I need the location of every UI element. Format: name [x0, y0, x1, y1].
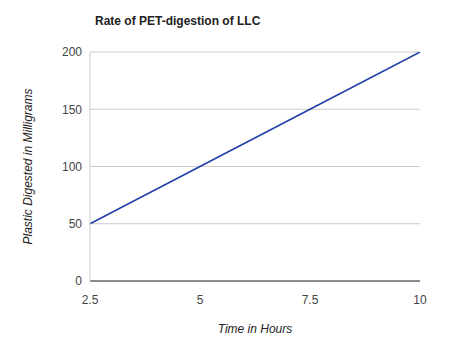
svg-text:0: 0 — [75, 274, 82, 288]
svg-text:150: 150 — [62, 103, 82, 117]
svg-text:2.5: 2.5 — [82, 293, 99, 307]
svg-text:10: 10 — [413, 293, 427, 307]
svg-text:5: 5 — [197, 293, 204, 307]
html-text:Rate of PET-digestion of LLC: Rate of PET-digestion of LLC — [95, 14, 261, 28]
svg-text:50: 50 — [69, 217, 83, 231]
svg-text:200: 200 — [62, 45, 82, 59]
svg-text:7.5: 7.5 — [302, 293, 319, 307]
svg-text:100: 100 — [62, 160, 82, 174]
svg-text:Time in Hours: Time in Hours — [218, 322, 293, 336]
svg-text:Plastic Digested in Milligrams: Plastic Digested in Milligrams — [21, 88, 35, 244]
